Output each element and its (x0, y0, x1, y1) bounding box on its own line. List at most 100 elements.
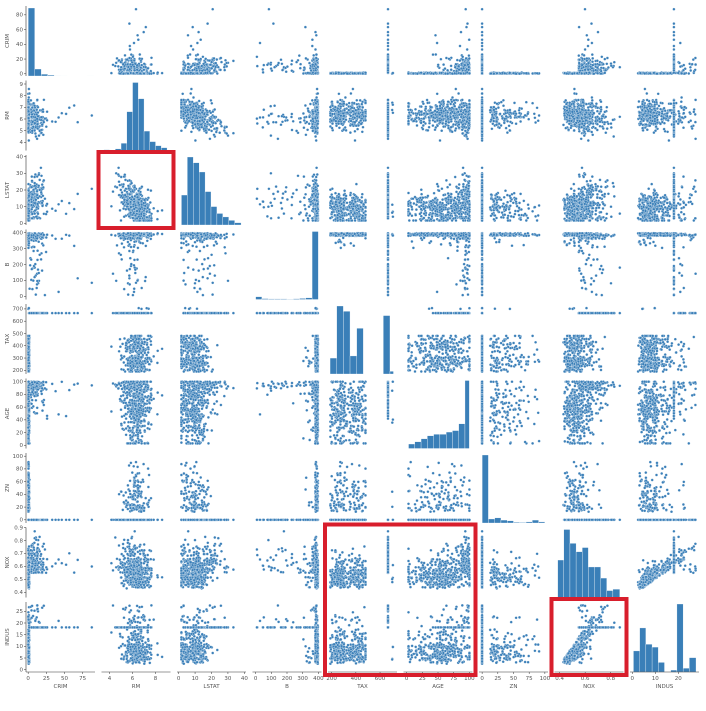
panel-crim-vs-rm (102, 6, 171, 76)
scatter-point (133, 59, 136, 62)
scatter-point (192, 48, 195, 51)
scatter-point (128, 45, 131, 48)
scatter-point (312, 54, 315, 57)
scatter-point (305, 57, 308, 60)
scatter-point (128, 57, 131, 60)
hist-bar-crim-2 (41, 74, 48, 76)
scatter-point (224, 59, 227, 62)
scatter-point (259, 42, 262, 45)
scatter-point (137, 38, 140, 41)
scatter-point (214, 62, 217, 65)
scatter-point (206, 68, 209, 71)
scatter-point (200, 72, 203, 75)
scatter-point (119, 72, 122, 75)
scatter-point (314, 31, 317, 34)
scatter-point (281, 62, 284, 65)
scatter-point (387, 22, 390, 25)
scatter-point (138, 53, 141, 56)
scatter-point (298, 54, 301, 57)
scatter-point (148, 72, 151, 75)
scatter-point (210, 61, 213, 64)
scatter-point (140, 64, 143, 67)
scatter-point (285, 70, 288, 73)
scatter-point (272, 22, 275, 25)
scatter-point (120, 66, 123, 69)
scatter-point (256, 55, 259, 58)
scatter-point (196, 53, 199, 56)
scatter-point (152, 72, 155, 75)
scatter-point (126, 58, 129, 61)
scatter-point (142, 31, 145, 34)
scatter-point (290, 63, 293, 66)
scatter-point (187, 62, 190, 65)
scatter-point (311, 71, 314, 74)
scatter-point (220, 57, 223, 60)
scatter-point (308, 62, 311, 65)
y-axis-label-crim: CRIM (5, 34, 11, 48)
scatter-point (161, 72, 164, 75)
scatter-point (133, 69, 136, 72)
y-tick-label: 60 (16, 27, 23, 33)
scatter-point (180, 72, 183, 75)
panel-background (26, 6, 95, 76)
scatter-point (132, 72, 135, 75)
scatter-point (184, 64, 187, 67)
scatter-point (223, 66, 226, 69)
scatter-point (134, 62, 137, 65)
scatter-point (129, 48, 132, 51)
scatter-point (189, 71, 192, 74)
scatter-point (191, 69, 194, 72)
scatter-point (299, 63, 302, 66)
scatter-point (277, 62, 280, 65)
scatter-point (182, 68, 185, 71)
scatter-point (205, 63, 208, 66)
scatter-point (186, 68, 189, 71)
scatter-point (232, 60, 235, 63)
scatter-point (191, 26, 194, 29)
scatter-point (295, 61, 298, 64)
scatter-point (315, 34, 318, 37)
scatter-point (315, 53, 318, 56)
scatter-point (196, 63, 199, 66)
scatter-point (128, 22, 131, 25)
scatter-point (303, 66, 306, 69)
scatter-point (213, 57, 216, 60)
scatter-point (136, 71, 139, 74)
scatter-point (210, 67, 213, 70)
scatter-point (116, 57, 119, 60)
scatter-point (197, 31, 200, 34)
scatter-point (136, 68, 139, 71)
scatter-point (291, 59, 294, 62)
scatter-point (133, 42, 136, 45)
scatter-point (262, 64, 265, 67)
scatter-point (266, 63, 269, 66)
pairplot-panels: 020406080CRIM456789RM010203040LSTAT01002… (5, 6, 699, 690)
scatter-point (195, 58, 198, 61)
scatter-point (127, 66, 130, 69)
scatter-point (311, 63, 314, 66)
y-tick-label: 40 (16, 42, 23, 48)
scatter-point (307, 72, 310, 75)
scatter-point (262, 71, 265, 74)
scatter-point (223, 69, 226, 72)
scatter-point (315, 57, 318, 60)
scatter-point (286, 65, 289, 68)
hist-bar-crim-3 (48, 75, 55, 76)
scatter-point (123, 67, 126, 70)
scatter-point (187, 66, 190, 69)
y-tick-label: 80 (16, 13, 23, 19)
scatter-point (270, 67, 273, 70)
scatter-point (280, 58, 283, 61)
scatter-point (302, 72, 305, 75)
panel-crim-vs-tax (328, 6, 397, 76)
scatter-point (299, 67, 302, 70)
scatter-point (197, 58, 200, 61)
scatter-point (117, 65, 120, 68)
scatter-point (156, 71, 159, 74)
scatter-point (127, 72, 130, 75)
scatter-point (138, 57, 141, 60)
scatter-point (273, 66, 276, 69)
scatter-point (186, 54, 189, 57)
hist-bar-crim-1 (35, 69, 42, 76)
